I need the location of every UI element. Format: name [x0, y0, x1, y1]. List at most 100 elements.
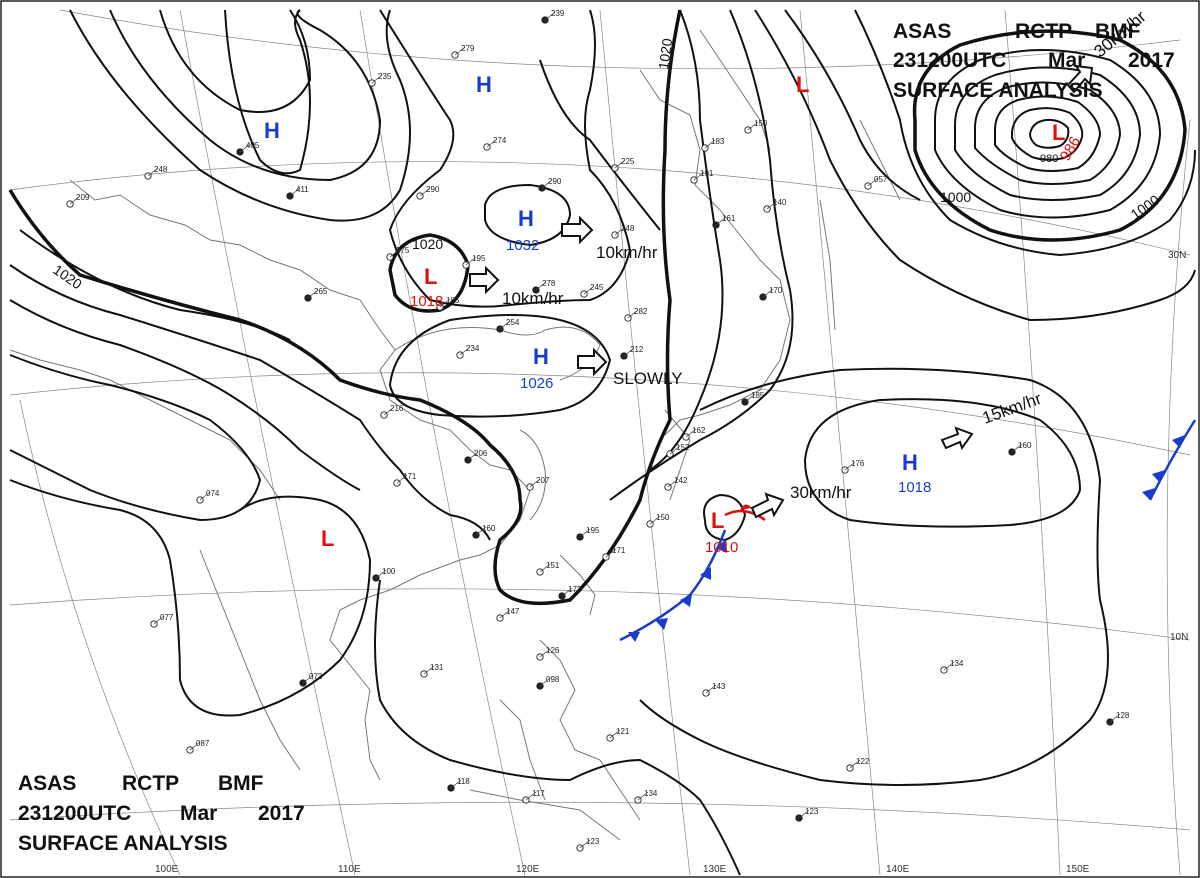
arrow-icon	[750, 492, 785, 519]
station-pressure: 411	[296, 185, 309, 194]
high-value: 1032	[506, 237, 539, 254]
wind-barb	[623, 347, 635, 357]
station-pressure: 100	[382, 567, 396, 576]
wind-barb	[467, 451, 479, 461]
station-pressure: 077	[160, 613, 174, 622]
movement-speed: 10km/hr	[502, 289, 564, 308]
station-pressure: 123	[805, 807, 819, 816]
high-letter: H	[902, 450, 918, 475]
station-pressure: 278	[542, 279, 556, 288]
station-pressure: 098	[546, 675, 560, 684]
wind-barb	[189, 741, 201, 751]
station-pressure: 150	[656, 513, 670, 522]
station-pressure: 161	[722, 214, 736, 223]
fronts	[619, 419, 1197, 642]
wind-barb	[637, 791, 649, 801]
station-pressure: 073	[309, 672, 323, 681]
header-station: RCTP	[1015, 20, 1072, 43]
header-year: 2017	[258, 802, 305, 825]
station-pressure: 118	[457, 777, 470, 786]
wind-barb	[199, 491, 211, 501]
station-pressure: 405	[246, 141, 260, 150]
wind-barb	[539, 563, 551, 573]
low-letter: L	[424, 264, 437, 289]
wind-barb	[459, 346, 471, 356]
wind-barb	[499, 320, 511, 330]
wind-barb	[371, 74, 383, 84]
wind-barb	[535, 281, 547, 291]
longitude-label: 150E	[1066, 864, 1090, 875]
station-pressure: 172	[568, 585, 582, 594]
wind-barb	[744, 393, 756, 403]
wind-barb	[649, 515, 661, 525]
station-pressure: 279	[461, 44, 475, 53]
wind-barb	[614, 226, 626, 236]
grid-labels: 30N 10N 100E 110E 120E 130E 140E 150E	[155, 250, 1188, 875]
station-pressure: 162	[692, 426, 706, 435]
arrow-icon	[577, 347, 608, 377]
wind-barb	[715, 216, 727, 226]
arrow-icon	[561, 215, 594, 245]
station-plots: 239 279 235 405 248 209 411 290 274 290 225 275 265 1…	[66, 9, 1130, 852]
station-pressure: 185	[751, 391, 765, 400]
wind-barb	[705, 684, 717, 694]
station-pressure: 170	[769, 286, 783, 295]
station-pressure: 151	[546, 561, 560, 570]
wind-barb	[499, 609, 511, 619]
station-pressure: 074	[206, 489, 220, 498]
pressure-systems: H H H 1032 H 1026 H 1018 L 1018 L 1010 L…	[264, 72, 1084, 556]
header-station: RCTP	[122, 772, 179, 795]
wind-barb	[539, 648, 551, 658]
latitude-label: 10N	[1170, 632, 1188, 643]
station-pressure: 282	[634, 307, 648, 316]
high-letter: H	[264, 118, 280, 143]
low-letter: L	[796, 72, 809, 97]
header-type: BMF	[218, 772, 264, 795]
wind-barb	[867, 177, 879, 187]
station-pressure: 239	[551, 9, 565, 18]
header-product: ASAS	[18, 772, 76, 795]
wind-barb	[544, 11, 556, 21]
isobar-label: 1000	[940, 189, 971, 205]
station-pressure: 275	[396, 246, 410, 255]
station-pressure: 212	[630, 345, 644, 354]
station-pressure: 122	[856, 757, 870, 766]
longitude-label: 140E	[886, 864, 910, 875]
wind-barb	[579, 528, 591, 538]
header-year: 2017	[1128, 49, 1175, 72]
station-pressure: 123	[586, 837, 600, 846]
header-title: SURFACE ANALYSIS	[893, 79, 1103, 102]
station-pressure: 160	[482, 524, 496, 533]
station-pressure: 057	[874, 175, 888, 184]
wind-barb	[525, 791, 537, 801]
wind-barb	[539, 677, 551, 687]
movement-speed: SLOWLY	[613, 369, 683, 388]
header-time: 231200UTC	[18, 802, 131, 825]
arrow-icon	[469, 265, 500, 295]
station-pressure: 254	[506, 318, 520, 327]
station-pressure: 290	[426, 185, 440, 194]
station-pressure: 121	[616, 727, 630, 736]
wind-barb	[747, 121, 759, 131]
header-month: Mar	[1048, 49, 1085, 72]
header-type: BMF	[1095, 20, 1141, 43]
wind-barb	[475, 526, 487, 536]
high-value: 1018	[898, 479, 931, 496]
station-pressure: 171	[403, 472, 417, 481]
station-pressure: 117	[532, 789, 545, 798]
wind-barb	[667, 478, 679, 488]
wind-barb	[375, 569, 387, 579]
low-letter: L	[321, 526, 334, 551]
low-letter: L	[711, 508, 724, 533]
wind-barb	[704, 139, 716, 149]
station-pressure: 195	[472, 254, 486, 263]
wind-barb	[609, 729, 621, 739]
low-value: 1018	[410, 293, 443, 310]
wind-barb	[465, 256, 477, 266]
wind-barb	[454, 46, 466, 56]
station-pressure: 235	[378, 72, 392, 81]
wind-barb	[1109, 713, 1121, 723]
wind-barb	[605, 548, 617, 558]
